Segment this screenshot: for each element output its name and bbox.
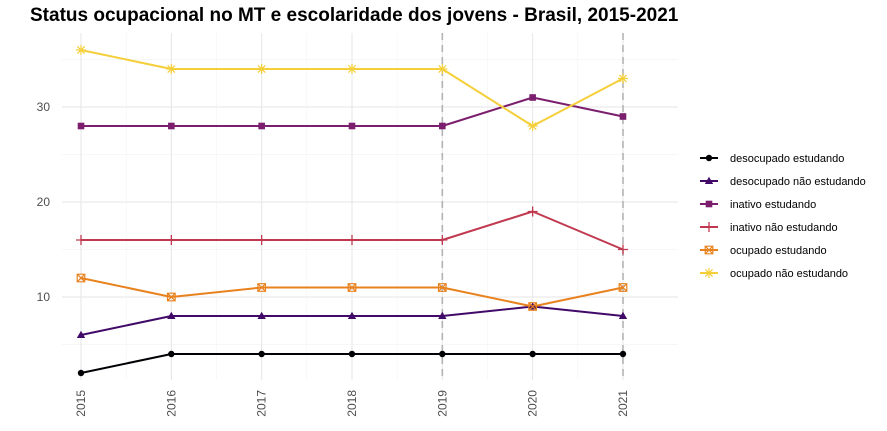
legend-key-marker xyxy=(704,176,714,184)
legend-item: inativo estudando xyxy=(700,199,816,211)
data-point-0-2021 xyxy=(619,350,627,358)
series-markers xyxy=(76,45,628,377)
legend-key-marker xyxy=(705,200,713,208)
legend-key-marker xyxy=(704,245,714,255)
legend-label: ocupado estudando xyxy=(730,245,827,257)
legend-item: desocupado não estudando xyxy=(700,176,866,188)
data-point-5-2018 xyxy=(346,64,357,74)
legend-label: inativo estudando xyxy=(730,199,816,211)
y-tick-label: 30 xyxy=(37,100,51,114)
reference-lines xyxy=(441,33,624,380)
legend-label: ocupado não estudando xyxy=(730,268,848,280)
x-tick-label: 2018 xyxy=(345,390,359,417)
data-point-5-2020 xyxy=(527,121,538,131)
data-point-1-2017 xyxy=(257,311,266,319)
legend: desocupado estudando desocupado não estud… xyxy=(700,153,866,280)
legend-key-marker xyxy=(704,222,714,232)
data-point-4-2021 xyxy=(618,283,628,292)
legend-label: desocupado não estudando xyxy=(730,176,866,188)
data-point-4-2015 xyxy=(76,273,86,283)
legend-key-marker xyxy=(704,268,714,278)
legend-label: inativo não estudando xyxy=(730,222,838,234)
data-point-2-2018 xyxy=(348,122,356,130)
data-point-0-2019 xyxy=(439,350,446,358)
y-tick-label: 20 xyxy=(37,195,51,209)
data-point-2-2017 xyxy=(258,122,265,130)
data-point-0-2016 xyxy=(168,350,175,358)
x-tick-label: 2020 xyxy=(526,390,540,417)
x-tick-label: 2021 xyxy=(616,390,630,417)
legend-item: inativo não estudando xyxy=(700,222,838,234)
data-point-4-2018 xyxy=(347,283,357,292)
data-point-5-2019 xyxy=(437,64,448,74)
data-point-3-2020 xyxy=(527,206,538,217)
legend-item: ocupado não estudando xyxy=(700,268,848,280)
legend-item: ocupado estudando xyxy=(700,245,827,257)
data-point-4-2019 xyxy=(437,283,447,292)
data-point-0-2020 xyxy=(529,350,536,358)
data-point-1-2016 xyxy=(167,311,176,319)
x-tick-label: 2019 xyxy=(435,390,449,417)
data-point-4-2020 xyxy=(528,302,538,311)
grid-lines xyxy=(62,33,678,380)
data-point-1-2015 xyxy=(76,330,86,338)
data-point-0-2015 xyxy=(77,369,85,377)
data-point-5-2016 xyxy=(166,64,177,74)
x-axis-ticks: 2015 2016 2017 2018 2019 2020 2021 xyxy=(74,390,630,417)
legend-label: desocupado estudando xyxy=(730,153,844,165)
data-point-4-2017 xyxy=(257,283,267,292)
data-point-3-2018 xyxy=(346,235,357,245)
legend-item: desocupado estudando xyxy=(700,153,844,165)
data-point-0-2017 xyxy=(258,350,265,358)
data-point-2-2019 xyxy=(439,122,446,130)
data-point-5-2021 xyxy=(617,73,628,84)
data-point-3-2021 xyxy=(617,244,628,255)
data-point-0-2018 xyxy=(348,350,356,358)
y-tick-label: 10 xyxy=(37,290,51,304)
x-tick-label: 2017 xyxy=(255,390,269,417)
data-point-3-2015 xyxy=(76,235,86,245)
data-point-2-2021 xyxy=(619,113,627,120)
data-point-4-2016 xyxy=(166,292,176,302)
data-point-2-2015 xyxy=(77,122,85,130)
legend-key-marker xyxy=(705,154,713,162)
data-point-1-2018 xyxy=(347,311,357,319)
data-point-2-2016 xyxy=(168,122,175,130)
data-point-3-2017 xyxy=(256,235,267,245)
chart-title: Status ocupacional no MT e escolaridade … xyxy=(30,5,679,26)
data-point-5-2017 xyxy=(256,64,267,74)
data-point-3-2016 xyxy=(166,235,177,245)
x-tick-label: 2015 xyxy=(74,390,88,417)
x-tick-label: 2016 xyxy=(164,390,178,417)
data-point-3-2019 xyxy=(437,235,448,245)
data-point-5-2015 xyxy=(76,45,86,55)
data-point-1-2019 xyxy=(438,311,447,319)
data-point-2-2020 xyxy=(529,94,536,101)
y-axis-ticks: 10 20 30 xyxy=(37,100,51,304)
data-point-1-2021 xyxy=(618,311,628,319)
